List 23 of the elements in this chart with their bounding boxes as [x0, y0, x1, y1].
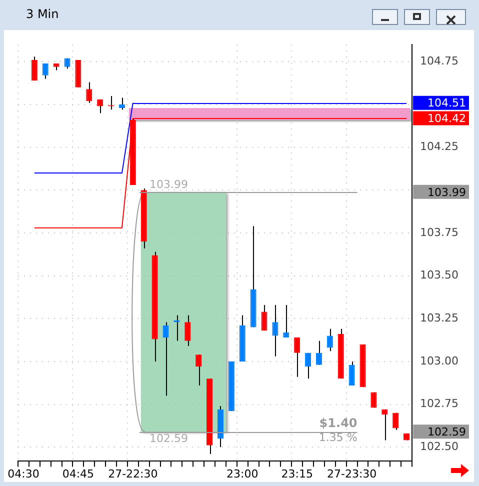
- chart-title: 3 Min: [26, 7, 59, 21]
- x-tick-label: 23:15: [281, 467, 313, 480]
- x-tick-label: 04:45: [62, 467, 94, 480]
- y-tick-label: 103.25: [420, 312, 458, 324]
- annotation: $1.40: [319, 416, 358, 430]
- x-tick-label: 04:30: [8, 467, 40, 480]
- ref-line-label: 104.42: [428, 112, 466, 126]
- ref-line-label: 104.51: [428, 96, 466, 110]
- x-tick-label: 27-22:30: [108, 467, 158, 480]
- y-tick-label: 104.25: [420, 140, 458, 154]
- text: 102.59: [428, 426, 466, 439]
- ref-line-label: 103.99: [149, 178, 188, 191]
- annotation: 1.35 %: [318, 431, 358, 444]
- y-tick-label: 103.00: [420, 354, 458, 368]
- x-tick-label: 23:00: [226, 467, 258, 480]
- y-tick-label: 102.75: [420, 397, 458, 410]
- text: 103.99: [428, 186, 466, 199]
- y-tick-label: 104.75: [420, 54, 458, 68]
- y-tick-label: 103.50: [420, 268, 458, 282]
- ref-line-label: 102.59: [149, 432, 188, 445]
- y-tick-label: 103.75: [420, 226, 458, 239]
- y-tick-label: 102.50: [420, 440, 458, 453]
- x-tick-label: 27-23:30: [326, 467, 377, 480]
